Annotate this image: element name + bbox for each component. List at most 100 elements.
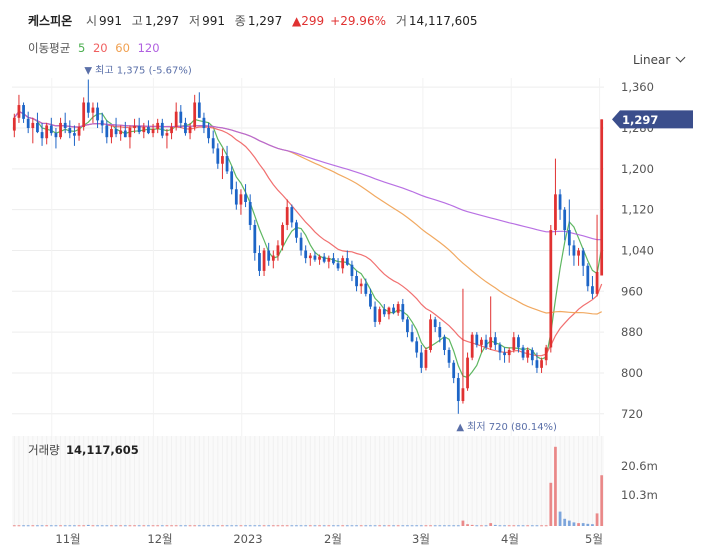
volume-bar [318,525,321,527]
candle [396,304,400,313]
volume-bar [503,525,506,527]
candle [456,378,460,402]
y-tick-label: 960 [621,284,643,298]
volume-bar [197,525,201,527]
low-annotation: ▲ 최저 720 (80.14%) [456,421,557,433]
candle [258,253,261,271]
candle [535,360,539,368]
candle [443,337,446,350]
candle [262,250,266,271]
scale-dropdown[interactable]: Linear [633,52,686,67]
low-label: 저 [189,14,201,28]
volume-tick-label: 20.6m [621,459,658,473]
volume-bar [193,525,197,527]
candle [285,207,289,225]
volume-bar [22,525,25,527]
candle [452,362,456,379]
candle [304,250,308,259]
candle [221,156,224,164]
candle [355,275,358,287]
volume-bar [114,525,118,527]
volume-bar [271,525,275,527]
volume-bar [225,525,229,527]
volume-bar [165,525,169,527]
candle [313,255,317,260]
candle [480,339,483,345]
volume-bar [86,524,90,526]
candle [31,122,35,129]
candle [466,357,469,389]
candle [26,118,30,129]
candle [530,349,534,361]
candle [345,258,349,265]
volume-bar [295,525,298,527]
volume-bar [133,525,136,527]
volume-bar [595,513,599,526]
candle [373,306,377,322]
candle [128,128,132,138]
volume-bar [350,525,354,527]
candle [461,388,465,402]
scale-label: Linear [633,53,671,67]
volume-bar [119,525,123,527]
volume-bar [558,511,562,526]
high-value: 1,297 [144,14,180,28]
volume-bar [211,525,215,527]
volume-bar [429,525,432,527]
volume-bar [581,523,585,526]
volume-bar [216,525,220,527]
volume-bar [392,525,395,527]
candle [188,126,192,134]
volume-bar [452,525,456,527]
candle [184,122,187,134]
candle [554,194,557,231]
close-label: 종 [234,14,246,28]
volume-bar [184,525,187,527]
candle [341,258,345,269]
volume-bar [299,525,303,527]
volume-bar [202,525,206,527]
volume-title-label: 거래량 [28,443,60,457]
volume-bar [517,525,520,527]
volume-bar [239,525,243,527]
volume-bar [355,525,358,527]
candle [197,102,201,118]
candle [429,319,432,350]
candle [49,125,53,134]
stock-name: 케스피온 [28,14,73,28]
candle [387,307,391,315]
volume-bar [308,525,312,527]
volume-bar [290,525,294,527]
volume-bar [82,525,86,527]
candle [558,194,562,210]
candle [595,271,599,294]
candle [253,224,257,254]
volume-bar [554,446,557,526]
candle [36,122,39,133]
ma-20-line [13,110,603,357]
low-value: 991 [202,14,225,28]
candle [68,128,72,134]
volume-bar [128,525,132,527]
candle [392,307,395,313]
volume-bar [438,525,442,527]
volume-bar [387,525,391,527]
candle [207,128,210,139]
volume-bar [470,524,474,526]
volume-bar [521,525,525,527]
volume-bar [276,525,280,527]
volume-bar [142,525,146,527]
volume-bar [160,525,164,527]
candle [142,126,146,133]
volume-bar [49,525,53,527]
candle [295,222,298,238]
candle [364,283,368,294]
volume-bar [262,525,266,527]
candle [489,337,493,348]
high-annotation: ▼ 최고 1,375 (-5.67%) [84,65,192,77]
volume-bar [332,525,335,527]
candle [91,107,95,113]
candle [123,130,127,138]
volume-bar [170,525,173,527]
